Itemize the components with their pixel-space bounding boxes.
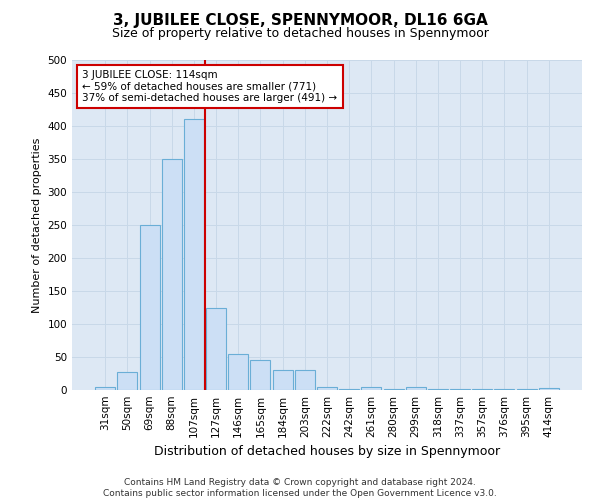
Bar bbox=[228, 354, 248, 390]
Bar bbox=[206, 308, 226, 390]
Text: Size of property relative to detached houses in Spennymoor: Size of property relative to detached ho… bbox=[112, 28, 488, 40]
Bar bbox=[539, 388, 559, 390]
X-axis label: Distribution of detached houses by size in Spennymoor: Distribution of detached houses by size … bbox=[154, 446, 500, 458]
Bar bbox=[406, 388, 426, 390]
Bar bbox=[250, 360, 271, 390]
Bar bbox=[272, 370, 293, 390]
Bar bbox=[184, 120, 204, 390]
Bar bbox=[428, 388, 448, 390]
Bar bbox=[118, 372, 137, 390]
Bar bbox=[162, 159, 182, 390]
Text: 3 JUBILEE CLOSE: 114sqm
← 59% of detached houses are smaller (771)
37% of semi-d: 3 JUBILEE CLOSE: 114sqm ← 59% of detache… bbox=[82, 70, 337, 103]
Bar bbox=[339, 388, 359, 390]
Bar bbox=[295, 370, 315, 390]
Bar bbox=[494, 388, 514, 390]
Bar bbox=[317, 386, 337, 390]
Text: Contains HM Land Registry data © Crown copyright and database right 2024.
Contai: Contains HM Land Registry data © Crown c… bbox=[103, 478, 497, 498]
Text: 3, JUBILEE CLOSE, SPENNYMOOR, DL16 6GA: 3, JUBILEE CLOSE, SPENNYMOOR, DL16 6GA bbox=[113, 12, 487, 28]
Bar bbox=[361, 386, 382, 390]
Bar bbox=[95, 386, 115, 390]
Bar bbox=[450, 388, 470, 390]
Y-axis label: Number of detached properties: Number of detached properties bbox=[32, 138, 42, 312]
Bar bbox=[140, 225, 160, 390]
Bar bbox=[383, 388, 404, 390]
